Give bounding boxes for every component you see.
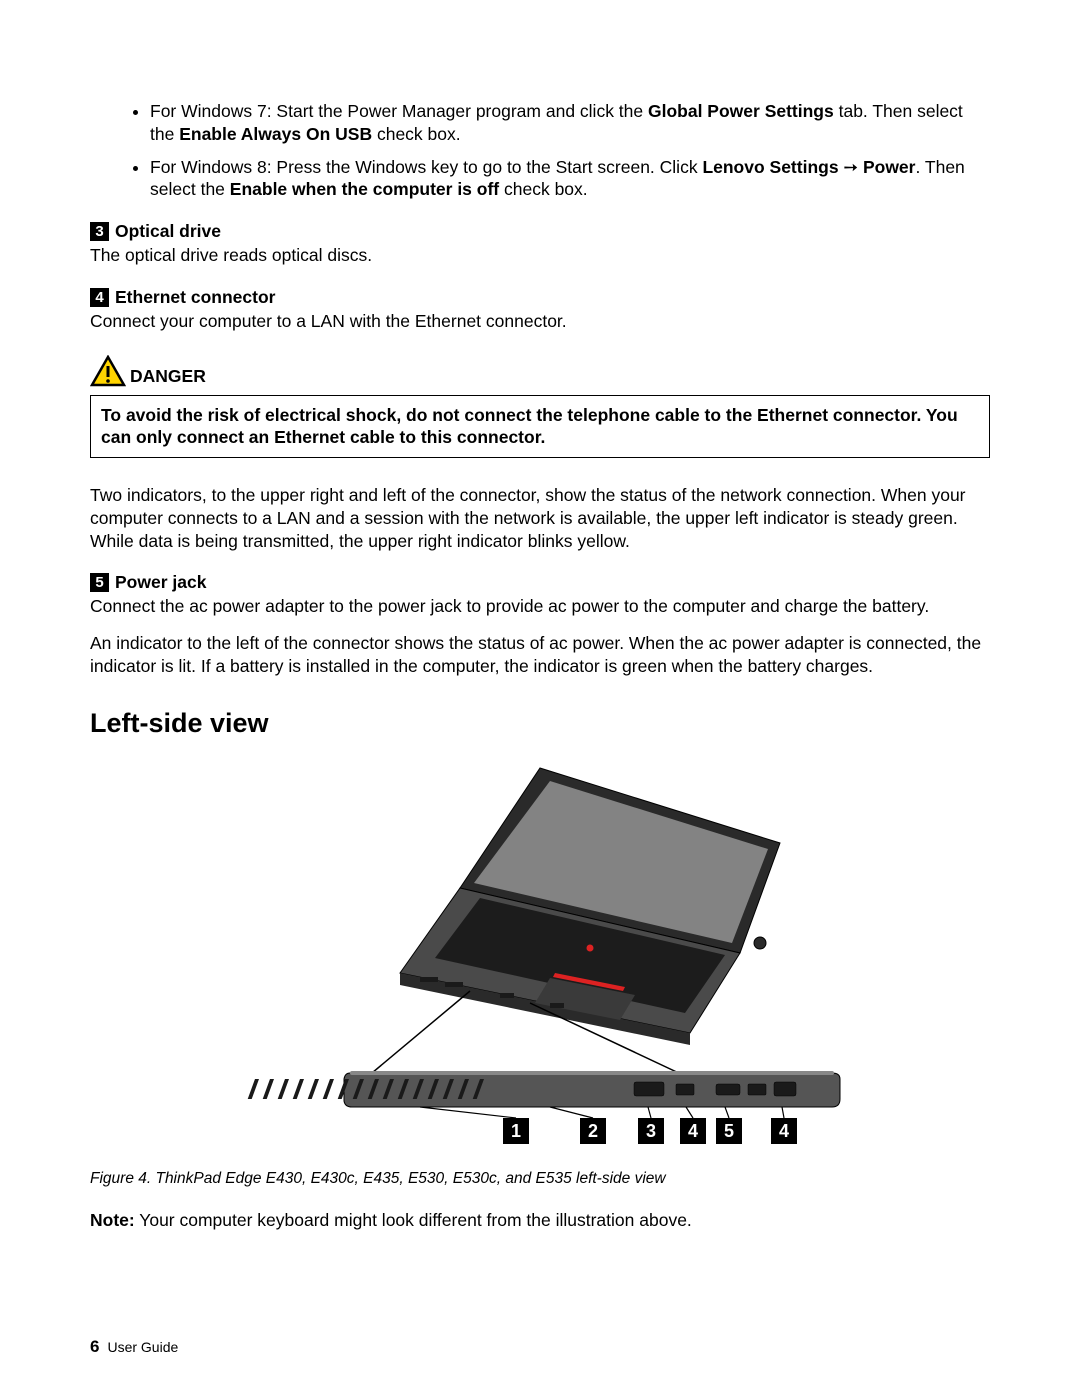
- indicators-paragraph: Two indicators, to the upper right and l…: [90, 484, 990, 552]
- danger-box: To avoid the risk of electrical shock, d…: [90, 395, 990, 459]
- danger-triangle-icon: [90, 355, 126, 387]
- figure-caption: Figure 4. ThinkPad Edge E430, E430c, E43…: [90, 1170, 990, 1188]
- bullet-item-win7: For Windows 7: Start the Power Manager p…: [150, 100, 990, 146]
- danger-heading-row: DANGER: [90, 355, 990, 387]
- svg-text:3: 3: [646, 1121, 656, 1141]
- document-page: For Windows 7: Start the Power Manager p…: [0, 0, 1080, 1397]
- bullet-arrow: ➙: [839, 157, 863, 177]
- section-text-optical: The optical drive reads optical discs.: [90, 244, 990, 267]
- callout-number-icon: 4: [90, 288, 109, 307]
- bullet-bold: Global Power Settings: [648, 101, 834, 121]
- bullet-text: For Windows 7: Start the Power Manager p…: [150, 101, 648, 121]
- section-text-power-2: An indicator to the left of the connecto…: [90, 632, 990, 678]
- bullet-text: check box.: [499, 179, 588, 199]
- footer-title: User Guide: [107, 1339, 178, 1355]
- page-footer: 6 User Guide: [90, 1337, 178, 1357]
- danger-label: DANGER: [130, 366, 206, 387]
- page-number: 6: [90, 1337, 99, 1356]
- bullet-bold: Enable Always On USB: [179, 124, 372, 144]
- section-head-optical: 3 Optical drive: [90, 221, 990, 242]
- figure-left-side-view: 1 2 3 4 5 4: [90, 763, 990, 1158]
- callout-number-icon: 5: [90, 573, 109, 592]
- heading-left-side-view: Left-side view: [90, 708, 990, 739]
- bullet-list: For Windows 7: Start the Power Manager p…: [90, 100, 990, 201]
- bullet-item-win8: For Windows 8: Press the Windows key to …: [150, 156, 990, 202]
- note-text: Your computer keyboard might look differ…: [135, 1210, 692, 1230]
- bullet-text: For Windows 8: Press the Windows key to …: [150, 157, 702, 177]
- laptop-illustration: 1 2 3 4 5 4: [220, 763, 860, 1153]
- section-title: Ethernet connector: [115, 287, 275, 307]
- note-line: Note: Your computer keyboard might look …: [90, 1210, 990, 1231]
- section-title: Power jack: [115, 572, 206, 592]
- svg-text:4: 4: [779, 1121, 789, 1141]
- bullet-bold: Enable when the computer is off: [230, 179, 499, 199]
- svg-text:2: 2: [588, 1121, 598, 1141]
- section-text-power-1: Connect the ac power adapter to the powe…: [90, 595, 990, 618]
- svg-text:4: 4: [688, 1121, 698, 1141]
- section-head-power: 5 Power jack: [90, 572, 990, 593]
- note-label: Note:: [90, 1210, 135, 1230]
- bullet-bold: Power: [863, 157, 916, 177]
- section-head-ethernet: 4 Ethernet connector: [90, 287, 990, 308]
- svg-text:1: 1: [511, 1121, 521, 1141]
- svg-text:5: 5: [724, 1121, 734, 1141]
- section-text-ethernet: Connect your computer to a LAN with the …: [90, 310, 990, 333]
- section-title: Optical drive: [115, 221, 221, 241]
- bullet-text: check box.: [372, 124, 461, 144]
- bullet-bold: Lenovo Settings: [702, 157, 838, 177]
- callout-number-icon: 3: [90, 222, 109, 241]
